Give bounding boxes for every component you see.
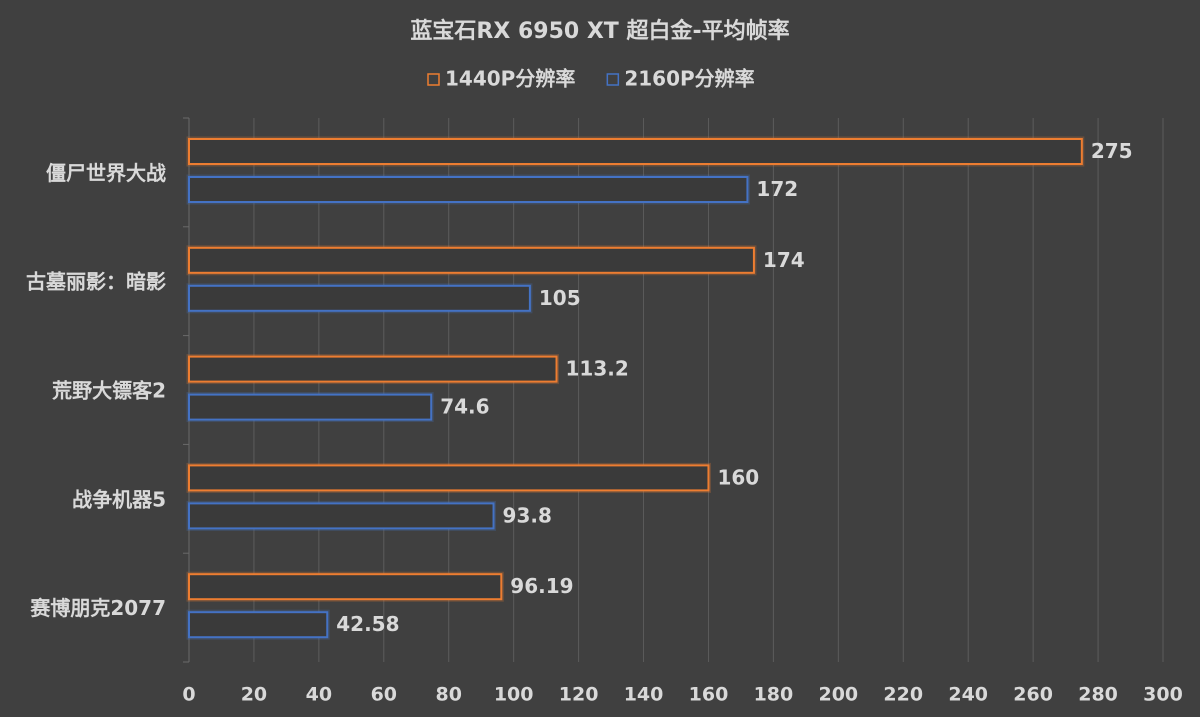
value-label: 96.19 [510, 574, 573, 598]
y-tick-label: 战争机器5 [72, 487, 166, 511]
x-tick-label: 240 [948, 684, 988, 706]
x-tick-label: 80 [436, 684, 462, 706]
legend-swatch [427, 73, 440, 86]
value-label: 42.58 [336, 612, 399, 636]
value-label: 172 [756, 177, 798, 201]
value-label: 93.8 [503, 503, 552, 527]
x-tick-label: 160 [689, 684, 729, 706]
y-tick-label: 赛博朋克2077 [29, 596, 166, 620]
legend-swatch [606, 73, 620, 86]
y-tick-label: 古墓丽影：暗影 [26, 270, 166, 294]
bar [188, 502, 495, 530]
chart-title: 蓝宝石RX 6950 XT 超白金-平均帧率 [410, 18, 789, 44]
x-tick-label: 40 [306, 684, 332, 706]
value-label: 105 [539, 286, 581, 310]
x-tick-label: 260 [1013, 684, 1053, 706]
bar [188, 393, 433, 421]
value-label: 160 [717, 465, 759, 489]
x-tick-label: 120 [559, 684, 599, 706]
bar [188, 246, 755, 274]
x-tick-label: 100 [494, 684, 534, 706]
bar [188, 284, 531, 312]
bar [188, 355, 558, 383]
bar [188, 176, 749, 203]
bar [188, 611, 329, 639]
legend-label: 1440P分辨率 [445, 67, 575, 91]
value-label: 113.2 [566, 357, 629, 381]
bar [188, 138, 1083, 165]
y-tick-label: 僵尸世界大战 [46, 161, 166, 185]
bar [188, 573, 503, 601]
value-label: 275 [1091, 139, 1133, 163]
x-tick-label: 300 [1143, 684, 1183, 706]
x-tick-label: 0 [182, 684, 195, 706]
value-label: 174 [763, 248, 805, 272]
value-label: 74.6 [440, 395, 489, 419]
x-tick-label: 60 [371, 684, 397, 706]
bar [188, 464, 710, 492]
x-tick-label: 220 [883, 684, 923, 706]
x-tick-label: 200 [818, 684, 858, 706]
x-tick-label: 140 [624, 684, 664, 706]
x-tick-label: 180 [754, 684, 794, 706]
legend-label: 2160P分辨率 [624, 67, 754, 91]
y-tick-label: 荒野大镖客2 [52, 379, 166, 403]
x-tick-label: 280 [1078, 684, 1118, 706]
x-tick-label: 20 [241, 684, 267, 706]
